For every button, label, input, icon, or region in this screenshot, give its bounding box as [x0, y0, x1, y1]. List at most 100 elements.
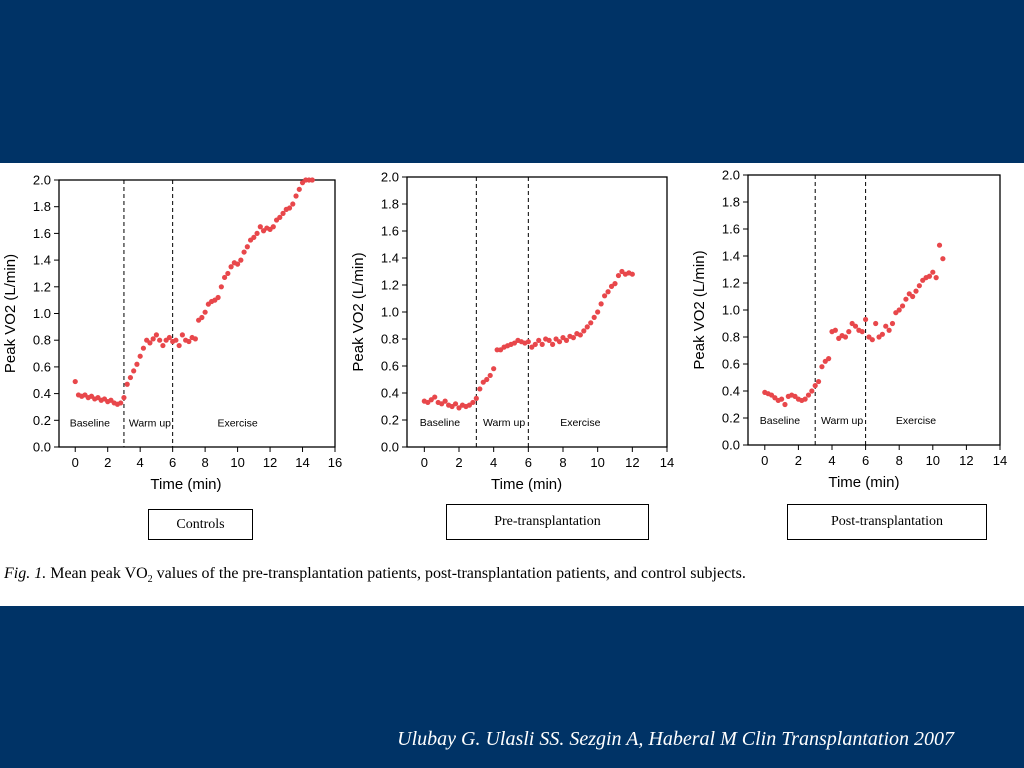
- data-point: [819, 364, 825, 370]
- data-point: [936, 242, 943, 248]
- data-point: [173, 337, 179, 343]
- data-point: [222, 274, 228, 281]
- data-point: [218, 284, 224, 290]
- x-tick-label: 6: [525, 455, 532, 470]
- y-tick-label: 0.8: [722, 330, 740, 345]
- y-axis-title: Peak VO2 (L/min): [691, 250, 708, 369]
- x-tick-label: 8: [202, 455, 209, 470]
- data-point: [815, 378, 822, 385]
- data-point: [879, 331, 885, 337]
- x-tick-label: 2: [104, 455, 111, 470]
- y-tick-label: 2.0: [381, 170, 399, 185]
- y-tick-label: 0.4: [33, 386, 51, 401]
- data-point: [238, 257, 244, 263]
- x-tick-label: 4: [490, 455, 497, 470]
- y-tick-label: 1.6: [33, 226, 51, 241]
- phase-region-label: Exercise: [217, 417, 257, 429]
- data-point: [577, 332, 583, 338]
- data-point: [309, 177, 315, 183]
- chart-controls: 0.0 0.2 0.4 0.6 0.8 1.0 1.2 1.4 1.6 1.8 2.0 0 2 4 6 8 10…: [2, 173, 342, 494]
- phase-region-label: Warm up: [821, 415, 863, 427]
- group-label-pre-transplantation: Pre-transplantation: [446, 504, 649, 540]
- data-point: [883, 323, 889, 329]
- y-tick-label: 1.2: [381, 278, 399, 293]
- x-tick-label: 6: [169, 455, 176, 470]
- data-point: [805, 392, 812, 398]
- y-tick-label: 0.0: [722, 438, 740, 453]
- data-point: [913, 288, 919, 294]
- x-tick-label: 10: [926, 453, 940, 468]
- chart-post-transplantation: 0.0 0.2 0.4 0.6 0.8 1.0 1.2 1.4 1.6 1.8 2.0 0 2 4 6 8 10…: [691, 168, 1007, 492]
- data-point: [225, 270, 231, 277]
- data-point: [286, 205, 293, 211]
- x-tick-label: 4: [137, 455, 144, 470]
- x-tick-label: 12: [959, 453, 973, 468]
- data-point: [779, 396, 785, 402]
- data-point: [290, 201, 296, 207]
- data-point: [832, 327, 838, 333]
- data-point: [442, 398, 448, 404]
- data-point: [484, 376, 490, 383]
- x-tick-label: 4: [828, 453, 835, 468]
- data-point: [550, 341, 556, 347]
- data-point: [846, 329, 852, 335]
- x-tick-label: 10: [230, 455, 244, 470]
- data-point: [910, 293, 916, 300]
- y-tick-label: 0.6: [381, 359, 399, 374]
- data-point: [930, 269, 936, 275]
- x-tick-label: 12: [625, 455, 639, 470]
- y-tick-label: 0.6: [33, 359, 51, 374]
- data-point: [179, 332, 185, 338]
- phase-region-label: Baseline: [760, 415, 800, 427]
- data-point: [137, 353, 143, 359]
- data-point: [202, 309, 208, 315]
- y-tick-label: 0.8: [381, 332, 399, 347]
- data-point: [615, 272, 622, 279]
- data-point: [131, 368, 137, 374]
- data-point: [926, 273, 933, 279]
- data-point: [153, 332, 160, 338]
- data-point: [873, 320, 879, 327]
- data-point: [584, 324, 590, 330]
- x-axis-title: Time (min): [828, 474, 899, 491]
- y-tick-label: 2.0: [33, 173, 51, 188]
- data-point: [539, 341, 545, 347]
- data-point: [903, 296, 909, 302]
- data-point: [570, 335, 576, 341]
- data-point: [127, 374, 134, 381]
- y-tick-label: 1.2: [722, 276, 740, 291]
- y-tick-label: 0.0: [381, 440, 399, 455]
- data-point: [186, 338, 192, 345]
- data-point: [782, 401, 788, 408]
- y-tick-label: 0.8: [33, 333, 51, 348]
- data-point: [241, 249, 247, 255]
- data-point: [863, 316, 869, 323]
- data-point: [536, 337, 542, 343]
- x-tick-label: 6: [862, 453, 869, 468]
- y-tick-label: 0.2: [33, 413, 51, 428]
- data-point: [147, 340, 153, 346]
- data-point: [293, 193, 299, 199]
- y-tick-label: 2.0: [722, 168, 740, 183]
- data-point: [234, 261, 241, 267]
- figure-panel: 0.0 0.2 0.4 0.6 0.8 1.0 1.2 1.4 1.6 1.8 2.0 0 2 4 6 8 10…: [0, 163, 1024, 606]
- x-tick-label: 14: [295, 455, 309, 470]
- data-point: [470, 399, 476, 406]
- data-point: [150, 336, 156, 342]
- y-axis-title: Peak VO2 (L/min): [350, 252, 367, 371]
- data-point: [244, 244, 250, 250]
- y-tick-label: 1.4: [381, 251, 399, 266]
- x-tick-label: 0: [761, 453, 768, 468]
- data-point: [134, 361, 140, 367]
- data-point: [802, 396, 808, 402]
- data-point: [602, 293, 608, 299]
- data-point: [859, 329, 865, 335]
- data-point: [257, 224, 263, 230]
- data-point: [452, 401, 459, 407]
- data-point: [563, 337, 570, 343]
- data-point: [605, 289, 611, 295]
- data-point: [612, 281, 618, 287]
- data-point: [595, 309, 601, 315]
- x-tick-label: 8: [896, 453, 903, 468]
- y-tick-label: 1.4: [722, 249, 740, 264]
